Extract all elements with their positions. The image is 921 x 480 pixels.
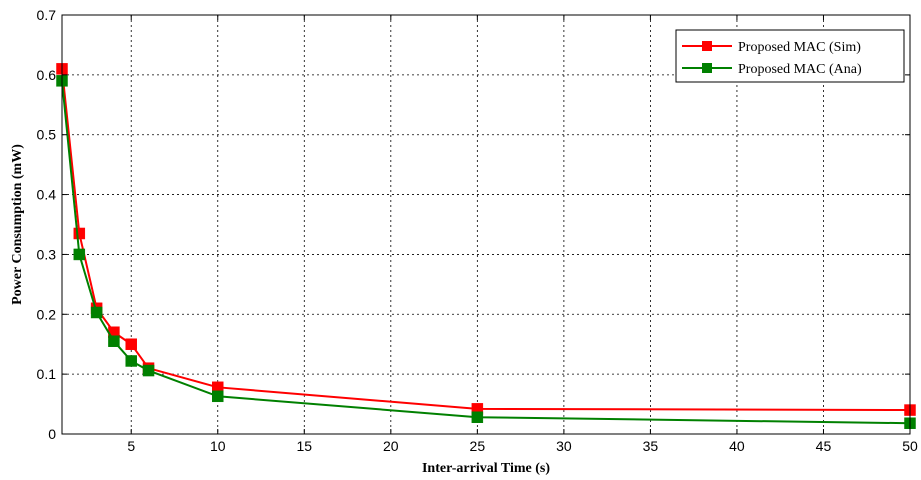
data-point — [212, 390, 224, 403]
y-tick-label: 0.4 — [37, 187, 57, 203]
y-tick-label: 0.3 — [37, 246, 57, 262]
plot-area-frame — [61, 14, 911, 435]
data-point — [73, 248, 86, 261]
legend-entry-ana: Proposed MAC (Ana) — [682, 62, 862, 77]
y-tick-label: 0.5 — [37, 127, 57, 143]
legend: Proposed MAC (Sim) Proposed MAC (Ana) — [675, 29, 905, 83]
x-tick-label: 30 — [556, 438, 572, 454]
axis-ticks — [62, 14, 911, 435]
y-tick-label: 0.7 — [37, 7, 57, 23]
y-tick-label: 0.1 — [37, 366, 57, 382]
x-tick-label: 25 — [470, 438, 486, 454]
x-axis-title: Inter-arrival Time (s) — [422, 461, 550, 476]
y-axis-title: Power Consumption (mW) — [10, 144, 25, 305]
x-tick-label: 35 — [643, 438, 659, 454]
x-tick-label: 50 — [902, 438, 918, 454]
legend-label-sim: Proposed MAC (Sim) — [738, 40, 861, 55]
data-point — [471, 411, 484, 423]
data-point — [125, 355, 137, 367]
legend-entry-sim: Proposed MAC (Sim) — [682, 40, 861, 55]
y-tick-label: 0 — [48, 426, 56, 442]
legend-label-ana: Proposed MAC (Ana) — [738, 62, 862, 77]
y-tick-label: 0.6 — [37, 67, 57, 83]
x-tick-label: 15 — [296, 438, 312, 454]
legend-swatch-marker-ana — [702, 63, 712, 73]
x-tick-label: 20 — [383, 438, 399, 454]
axis-tick-labels: 5 10 15 20 25 30 35 40 45 50 0 0.1 0.2 0.3 0.4 0.5 0.6 0.… — [37, 7, 918, 454]
data-point — [108, 335, 120, 347]
legend-box — [675, 29, 905, 83]
data-point — [73, 227, 86, 240]
x-tick-label: 10 — [210, 438, 226, 454]
x-tick-label: 5 — [127, 438, 135, 454]
data-point — [90, 306, 103, 319]
legend-swatch-marker-sim — [702, 41, 712, 51]
data-point — [142, 364, 155, 377]
x-tick-label: 45 — [816, 438, 832, 454]
grid-lines — [62, 15, 910, 434]
y-tick-label: 0.2 — [37, 306, 57, 322]
x-tick-label: 40 — [729, 438, 745, 454]
data-point — [125, 338, 137, 350]
